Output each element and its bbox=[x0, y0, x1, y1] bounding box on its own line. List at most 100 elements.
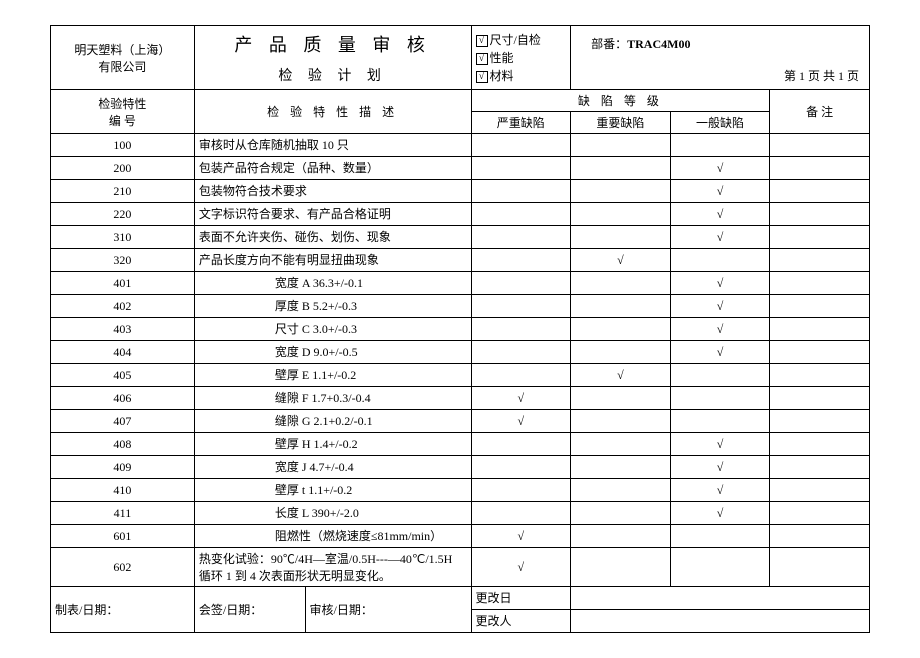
defect-d1 bbox=[471, 433, 571, 456]
defect-d1 bbox=[471, 157, 571, 180]
row-note bbox=[770, 134, 870, 157]
page-info: 第 1 页 共 1 页 bbox=[571, 62, 870, 90]
row-id: 407 bbox=[51, 410, 195, 433]
defect-d3: √ bbox=[670, 272, 770, 295]
row-id: 404 bbox=[51, 341, 195, 364]
defect-d1 bbox=[471, 341, 571, 364]
defect-d3 bbox=[670, 134, 770, 157]
checkbox-icon: √ bbox=[476, 53, 488, 65]
row-note bbox=[770, 387, 870, 410]
row-id: 200 bbox=[51, 157, 195, 180]
row-id: 409 bbox=[51, 456, 195, 479]
defect-d3: √ bbox=[670, 433, 770, 456]
row-id: 410 bbox=[51, 479, 195, 502]
row-id: 411 bbox=[51, 502, 195, 525]
defect-d3: √ bbox=[670, 180, 770, 203]
defect-d2 bbox=[571, 410, 671, 433]
row-note bbox=[770, 525, 870, 548]
checkbox-icon: √ bbox=[476, 71, 488, 83]
defect-d1 bbox=[471, 226, 571, 249]
col-note: 备 注 bbox=[770, 90, 870, 134]
row-note bbox=[770, 502, 870, 525]
defect-d2 bbox=[571, 433, 671, 456]
defect-d1 bbox=[471, 502, 571, 525]
row-desc: 阻燃性（燃烧速度≤81mm/min） bbox=[194, 525, 471, 548]
col-id: 检验特性 编 号 bbox=[51, 90, 195, 134]
row-id: 100 bbox=[51, 134, 195, 157]
row-id: 403 bbox=[51, 318, 195, 341]
row-id: 210 bbox=[51, 180, 195, 203]
row-desc: 文字标识符合要求、有产品合格证明 bbox=[194, 203, 471, 226]
defect-d2 bbox=[571, 203, 671, 226]
company-cell: 明天塑料（上海） 有限公司 bbox=[51, 26, 195, 90]
defect-d2 bbox=[571, 295, 671, 318]
row-desc: 厚度 B 5.2+/-0.3 bbox=[194, 295, 471, 318]
row-id: 602 bbox=[51, 548, 195, 587]
defect-d2 bbox=[571, 341, 671, 364]
row-note bbox=[770, 157, 870, 180]
col-desc: 检 验 特 性 描 述 bbox=[194, 90, 471, 134]
col-d3: 一般缺陷 bbox=[670, 112, 770, 134]
row-desc: 长度 L 390+/-2.0 bbox=[194, 502, 471, 525]
row-note bbox=[770, 341, 870, 364]
footer-r1-val bbox=[571, 587, 870, 610]
defect-d3 bbox=[670, 410, 770, 433]
defect-d3: √ bbox=[670, 226, 770, 249]
row-note bbox=[770, 249, 870, 272]
defect-d3: √ bbox=[670, 157, 770, 180]
row-note bbox=[770, 548, 870, 587]
defect-d2 bbox=[571, 318, 671, 341]
defect-d1: √ bbox=[471, 410, 571, 433]
checklist-cell: √尺寸/自检 √性能 √材料 bbox=[471, 26, 571, 90]
defect-d3: √ bbox=[670, 318, 770, 341]
defect-d3: √ bbox=[670, 502, 770, 525]
part-label: 部番： bbox=[591, 37, 627, 51]
defect-d2 bbox=[571, 157, 671, 180]
defect-d2 bbox=[571, 479, 671, 502]
defect-d3: √ bbox=[670, 456, 770, 479]
row-note bbox=[770, 180, 870, 203]
defect-d1 bbox=[471, 203, 571, 226]
defect-d1 bbox=[471, 180, 571, 203]
defect-d2 bbox=[571, 180, 671, 203]
footer-l2: 会签/日期： bbox=[194, 587, 305, 633]
defect-d1: √ bbox=[471, 548, 571, 587]
row-note bbox=[770, 203, 870, 226]
row-desc: 宽度 D 9.0+/-0.5 bbox=[194, 341, 471, 364]
defect-d2 bbox=[571, 387, 671, 410]
row-id: 310 bbox=[51, 226, 195, 249]
check-material: √材料 bbox=[476, 67, 567, 85]
defect-d3 bbox=[670, 249, 770, 272]
defect-d2: √ bbox=[571, 364, 671, 387]
row-id: 601 bbox=[51, 525, 195, 548]
row-desc: 壁厚 E 1.1+/-0.2 bbox=[194, 364, 471, 387]
defect-d1 bbox=[471, 134, 571, 157]
defect-d2 bbox=[571, 134, 671, 157]
defect-d1: √ bbox=[471, 525, 571, 548]
row-id: 402 bbox=[51, 295, 195, 318]
row-id: 220 bbox=[51, 203, 195, 226]
defect-d2 bbox=[571, 525, 671, 548]
partno-cell: 部番：TRAC4M00 bbox=[571, 26, 870, 62]
defect-d3: √ bbox=[670, 295, 770, 318]
col-d2: 重要缺陷 bbox=[571, 112, 671, 134]
row-desc: 宽度 A 36.3+/-0.1 bbox=[194, 272, 471, 295]
row-note bbox=[770, 410, 870, 433]
row-id: 405 bbox=[51, 364, 195, 387]
footer-r1: 更改日 bbox=[471, 587, 571, 610]
defect-d1 bbox=[471, 456, 571, 479]
defect-d1 bbox=[471, 318, 571, 341]
row-id: 406 bbox=[51, 387, 195, 410]
row-desc: 表面不允许夹伤、碰伤、划伤、现象 bbox=[194, 226, 471, 249]
row-note bbox=[770, 479, 870, 502]
row-note bbox=[770, 272, 870, 295]
footer-l3: 审核/日期： bbox=[305, 587, 471, 633]
defect-d1 bbox=[471, 295, 571, 318]
row-note bbox=[770, 295, 870, 318]
row-id: 401 bbox=[51, 272, 195, 295]
defect-d3: √ bbox=[670, 203, 770, 226]
defect-d3 bbox=[670, 525, 770, 548]
check-perf: √性能 bbox=[476, 49, 567, 67]
row-desc: 壁厚 H 1.4+/-0.2 bbox=[194, 433, 471, 456]
company-name: 明天塑料（上海） 有限公司 bbox=[74, 43, 170, 74]
